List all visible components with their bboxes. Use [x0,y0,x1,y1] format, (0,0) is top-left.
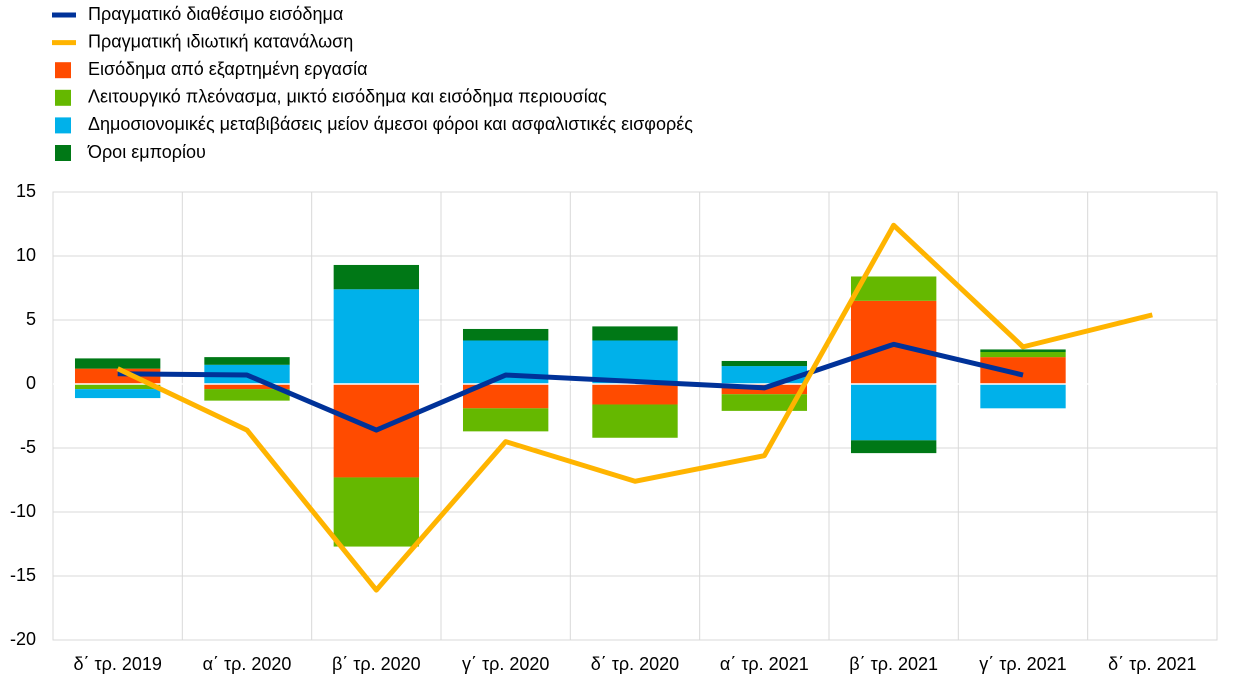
bar [980,357,1066,384]
legend-label: Λειτουργικό πλεόνασμα, μικτό εισόδημα κα… [88,87,607,107]
x-tick-label: δ΄ τρ. 2019 [73,654,161,674]
bar [204,384,290,390]
y-tick-label: 10 [16,245,36,265]
y-tick-label: -10 [10,501,36,521]
bar [721,394,808,411]
bar [980,384,1066,409]
bar [204,357,290,365]
legend-swatch [55,62,71,79]
y-tick-label: 15 [16,181,36,201]
legend-swatch [55,89,71,106]
bar [980,352,1066,358]
x-tick-label: δ΄ τρ. 2020 [591,654,679,674]
legend-label: Εισόδημα από εξαρτημένη εργασία [88,59,367,79]
bar [333,264,420,290]
bar [74,358,161,369]
bar [721,366,808,384]
bar [204,389,290,401]
bar [592,326,678,341]
y-tick-label: -15 [10,565,36,585]
x-tick-label: γ΄ τρ. 2021 [979,654,1066,674]
legend-label: Πραγματικό διαθέσιμο εισόδημα [88,4,343,24]
legend-label: Όροι εμπορίου [87,142,206,162]
bar [721,360,808,367]
bar [333,477,420,547]
bar [592,340,678,384]
line [116,222,1153,593]
y-tick-label: -20 [10,629,36,649]
bar [462,408,549,432]
legend-swatch [55,117,71,134]
bar [850,440,937,454]
x-tick-label: α΄ τρ. 2020 [203,654,292,674]
legend-label: Πραγματική ιδιωτική κατανάλωση [88,31,353,51]
bar [462,328,549,341]
bar [74,384,161,390]
x-tick-label: β΄ τρ. 2021 [849,654,938,674]
bar [850,384,937,441]
x-tick-label: δ΄ τρ. 2021 [1108,654,1196,674]
line [117,341,1024,433]
bar [592,404,678,438]
legend-swatch [55,145,71,161]
x-tick-label: γ΄ τρ. 2020 [462,654,549,674]
bar [74,389,161,399]
y-tick-label: 0 [26,373,36,393]
y-tick-label: -5 [20,437,36,457]
bar [333,289,420,384]
bar [980,349,1066,352]
x-tick-label: β΄ τρ. 2020 [332,654,421,674]
bar [592,384,678,405]
y-tick-label: 5 [26,309,36,329]
x-tick-label: α΄ τρ. 2021 [720,654,809,674]
legend-label: Δημοσιονομικές μεταβιβάσεις μείον άμεσοι… [88,114,693,134]
